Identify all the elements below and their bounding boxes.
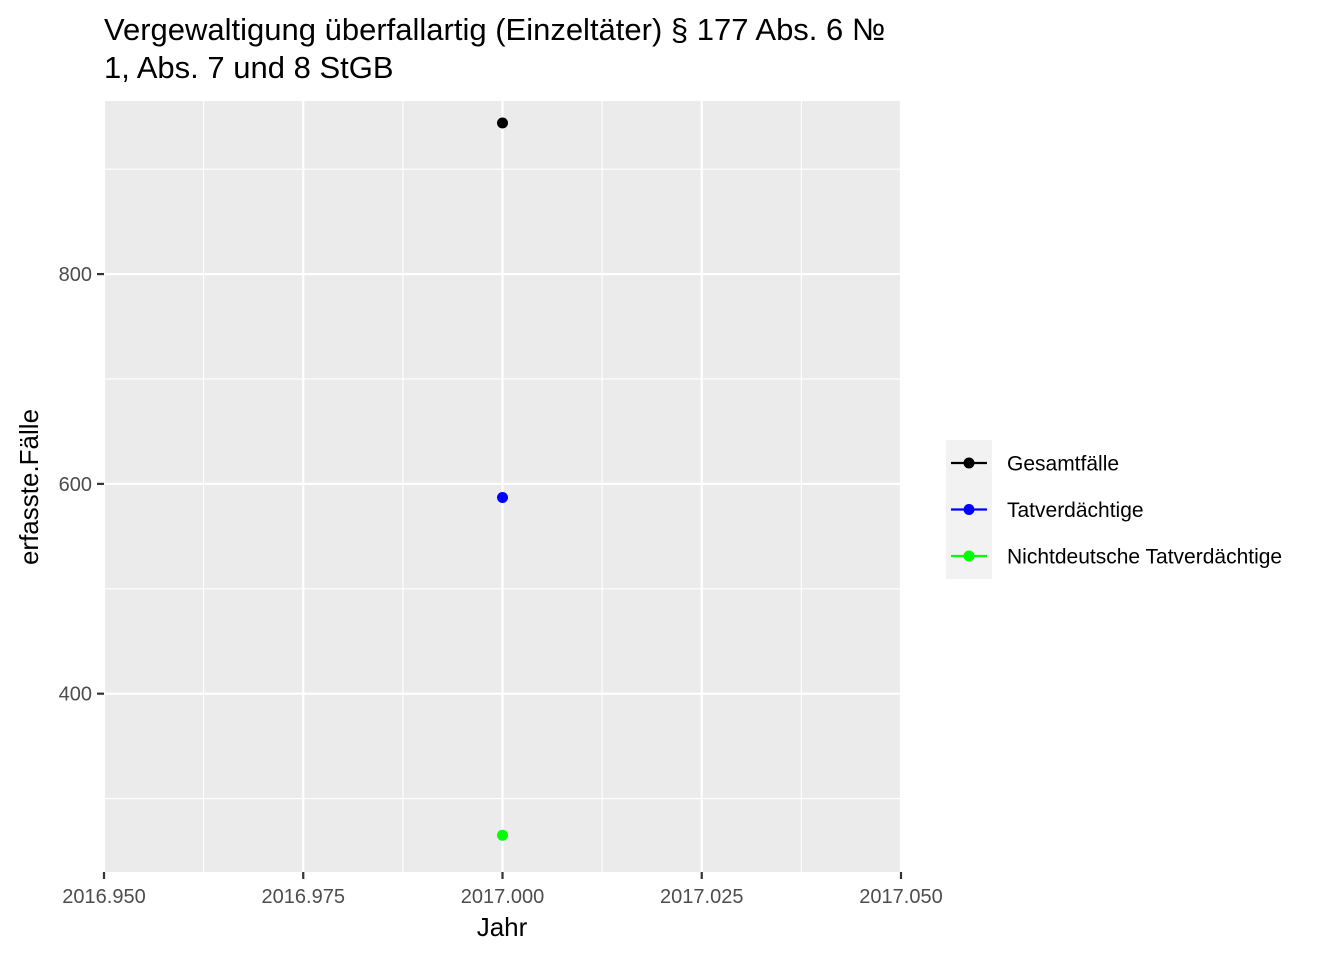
major-gridlines <box>102 101 903 872</box>
legend-label: Gesamtfälle <box>1007 453 1119 476</box>
legend-label: Nichtdeutsche Tatverdächtige <box>1007 546 1282 569</box>
x-tick-label: 2017.050 <box>859 886 942 908</box>
y-axis-title: erfasste.Fälle <box>14 409 44 565</box>
x-tick-label: 2017.025 <box>660 886 743 908</box>
data-point <box>497 492 508 504</box>
series-points <box>497 117 508 841</box>
y-tick-label: 400 <box>59 684 92 706</box>
legend: Gesamtfälle Tatverdächtige Nichtdeutsche T… <box>946 440 1282 579</box>
x-axis-title: Jahr <box>477 912 528 942</box>
y-tick-label: 800 <box>59 264 92 286</box>
x-tick-label: 2016.975 <box>262 886 345 908</box>
legend-key-point <box>963 457 975 469</box>
x-tick-label: 2017.000 <box>461 886 544 908</box>
x-tick-label: 2016.950 <box>62 886 145 908</box>
legend-key-point <box>963 550 975 562</box>
legend-label: Tatverdächtige <box>1007 499 1144 522</box>
legend-items: Gesamtfälle Tatverdächtige Nichtdeutsche T… <box>951 453 1282 569</box>
y-tick-label: 600 <box>59 474 92 496</box>
legend-key-point <box>963 504 975 515</box>
y-axis: 400 600 800 <box>59 264 104 706</box>
chart-title-line-1: Vergewaltigung überfallartig (Einzeltäte… <box>104 12 885 47</box>
chart-title: Vergewaltigung überfallartig (Einzeltäte… <box>104 12 885 85</box>
data-point <box>497 117 508 129</box>
x-axis: 2016.950 2016.975 2017.000 2017.025 2017.050 <box>62 872 943 908</box>
chart-title-line-2: 1, Abs. 7 und 8 StGB <box>104 50 394 85</box>
data-point <box>497 829 508 841</box>
